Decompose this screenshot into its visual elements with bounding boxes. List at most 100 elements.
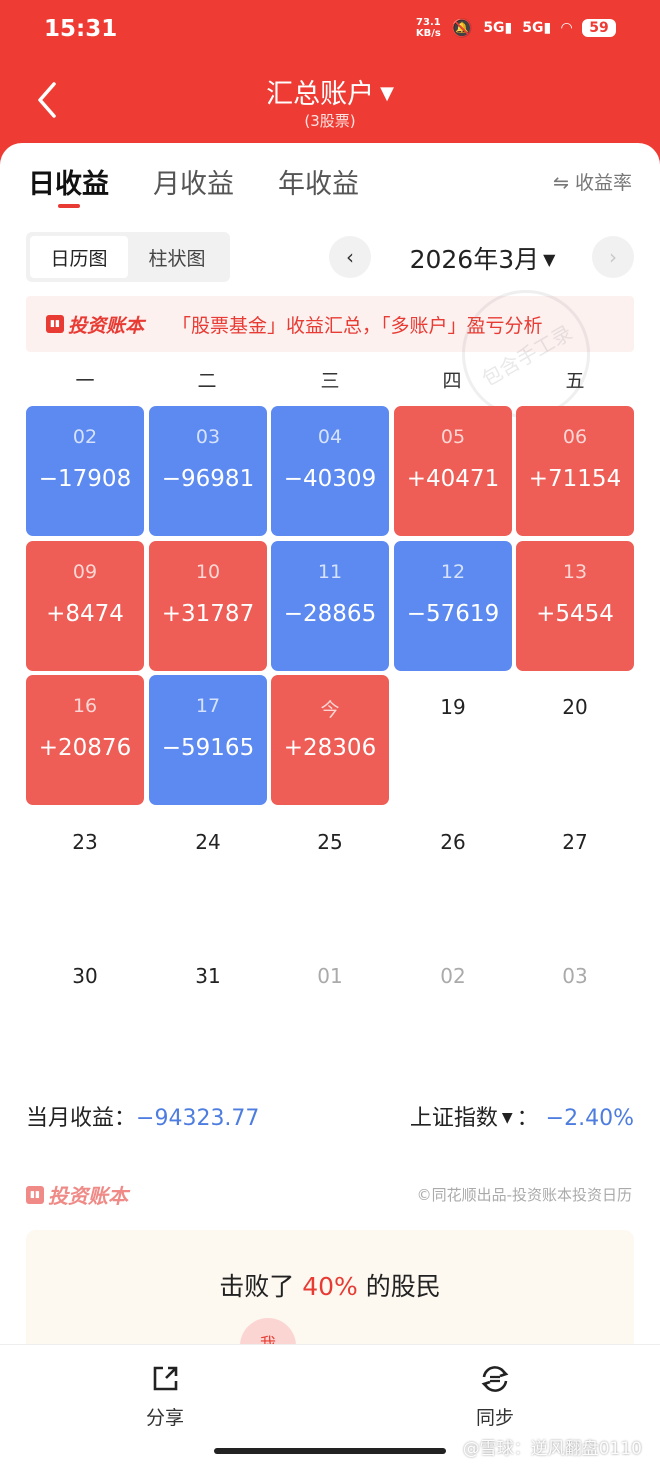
beat-text: 击败了 40% 的股民: [219, 1272, 441, 1301]
calendar-day[interactable]: 25: [271, 810, 389, 940]
brand-name: 投资账本: [68, 314, 145, 337]
weekday-label: 一: [75, 370, 95, 392]
index-change-value: −2.40%: [545, 1106, 634, 1131]
promo-banner[interactable]: ▮▮ 投资账本 「股票基金」收益汇总，「多账户」盈亏分析: [26, 296, 634, 352]
prev-month-button[interactable]: ‹: [329, 236, 371, 278]
calendar-day-value: −96981: [161, 466, 255, 492]
calendar-day[interactable]: 03: [516, 944, 634, 1074]
calendar-grid: 02 −17908 03 −96981 04 −40309 05 +40471 06 +71154…: [26, 406, 636, 1066]
calendar-day-number: 17: [195, 695, 221, 717]
calendar-day-number: 25: [317, 830, 343, 854]
chevron-right-icon: ›: [609, 245, 617, 269]
month-label: 2026年3月: [409, 245, 540, 274]
calendar-day[interactable]: 31: [149, 944, 267, 1074]
calendar-day-number: 02: [440, 964, 466, 988]
calendar-day[interactable]: 12 −57619: [394, 541, 512, 671]
calendar-day[interactable]: 16 +20876: [26, 675, 144, 805]
calendar-day[interactable]: 02: [394, 944, 512, 1074]
calendar-day-number: 11: [317, 561, 343, 583]
calendar-day-number: 31: [195, 964, 221, 988]
calendar-day-number: 今: [320, 699, 340, 721]
sync-icon: [481, 1366, 509, 1392]
next-month-button[interactable]: ›: [592, 236, 634, 278]
calendar-day[interactable]: 27: [516, 810, 634, 940]
rate-toggle[interactable]: ⇋ 收益率: [553, 172, 632, 194]
tab-yearly[interactable]: 年收益: [278, 169, 359, 200]
weekday-header: 一 二 三 四 五: [26, 366, 634, 394]
net-speed: 73.1 KB/s: [416, 17, 441, 39]
signal-icon-2: 5G▮: [522, 20, 552, 36]
calendar-day-value: +8474: [46, 601, 124, 627]
status-icons: 73.1 KB/s 🔕 5G▮ 5G▮ ◠ 59: [416, 17, 616, 39]
sync-button[interactable]: 同步: [435, 1363, 555, 1430]
calendar-day-value: +71154: [528, 466, 622, 492]
calendar-day[interactable]: 11 −28865: [271, 541, 389, 671]
month-selector[interactable]: 2026年3月 ▼: [380, 240, 585, 276]
calendar-day[interactable]: 04 −40309: [271, 406, 389, 536]
calendar-day-value: +5454: [536, 601, 614, 627]
net-speed-unit: KB/s: [415, 28, 441, 39]
view-calendar-button[interactable]: 日历图: [30, 236, 128, 278]
beat-percent: 40%: [302, 1272, 358, 1301]
index-change[interactable]: 上证指数 ▼： −2.40%: [409, 1106, 634, 1131]
share-button[interactable]: 分享: [105, 1363, 225, 1430]
calendar-day-number: 10: [195, 561, 221, 583]
calendar-day-number: 09: [72, 561, 98, 583]
account-selector[interactable]: 汇总账户 ▼: [0, 72, 660, 111]
calendar-day-number: 19: [440, 695, 466, 719]
calendar-day[interactable]: 24: [149, 810, 267, 940]
back-button[interactable]: [30, 78, 70, 122]
account-title: 汇总账户: [266, 79, 375, 110]
calendar-day[interactable]: 26: [394, 810, 512, 940]
calendar-day[interactable]: 09 +8474: [26, 541, 144, 671]
calendar-day[interactable]: 17 −59165: [149, 675, 267, 805]
calendar-day[interactable]: 06 +71154: [516, 406, 634, 536]
tab-monthly[interactable]: 月收益: [153, 169, 234, 200]
share-icon: [153, 1366, 178, 1391]
calendar-day-number: 01: [317, 964, 343, 988]
caret-down-icon: ▼: [501, 1110, 513, 1126]
calendar-day[interactable]: 23: [26, 810, 144, 940]
status-bar: 15:31 73.1 KB/s 🔕 5G▮ 5G▮ ◠ 59: [0, 0, 660, 62]
calendar-day[interactable]: 10 +31787: [149, 541, 267, 671]
calendar-day-number: 03: [195, 426, 221, 448]
calendar-day-number: 03: [562, 964, 588, 988]
calendar-day[interactable]: 03 −96981: [149, 406, 267, 536]
weekday-label: 三: [320, 370, 340, 392]
signal-icon: 5G▮: [483, 20, 513, 36]
calendar-day-number: 12: [440, 561, 466, 583]
calendar-day[interactable]: 05 +40471: [394, 406, 512, 536]
calendar-day[interactable]: 02 −17908: [26, 406, 144, 536]
calendar-day[interactable]: 30: [26, 944, 144, 1074]
sync-label: 同步: [475, 1407, 514, 1429]
calendar-day-value: −40309: [283, 466, 377, 492]
battery-icon: 59: [582, 19, 616, 37]
calendar-day-value: +31787: [161, 601, 255, 627]
tab-daily[interactable]: 日收益: [28, 162, 109, 208]
calendar-day-number: 23: [72, 830, 98, 854]
caret-down-icon: ▼: [380, 83, 394, 104]
chart-logo-icon: ▮▮: [26, 1185, 44, 1204]
view-bar-button[interactable]: 柱状图: [148, 247, 206, 270]
calendar-day-number: 02: [72, 426, 98, 448]
calendar-day-number: 30: [72, 964, 98, 988]
calendar-day[interactable]: 今 +28306: [271, 675, 389, 805]
calendar-day[interactable]: 01: [271, 944, 389, 1074]
header-background: [0, 0, 660, 165]
calendar-day-value: +20876: [38, 735, 132, 761]
calendar-day-number: 05: [440, 426, 466, 448]
footer-brand-name: 投资账本: [48, 1184, 128, 1208]
calendar-day-number: 24: [195, 830, 221, 854]
calendar-day[interactable]: 13 +5454: [516, 541, 634, 671]
weekday-label: 五: [565, 370, 585, 392]
wifi-icon: ◠: [561, 20, 572, 36]
calendar-day-value: +28306: [283, 735, 377, 761]
calendar-day[interactable]: 19: [394, 675, 512, 805]
calendar-day[interactable]: 20: [516, 675, 634, 805]
calendar-day-value: −57619: [406, 601, 500, 627]
copyright-text: ©同花顺出品-投资账本投资日历: [416, 1186, 632, 1204]
calendar-day-number: 16: [72, 695, 98, 717]
brand-logo: ▮▮ 投资账本: [46, 311, 144, 338]
chart-logo-icon: ▮▮: [46, 315, 64, 333]
calendar-day-number: 20: [562, 695, 588, 719]
